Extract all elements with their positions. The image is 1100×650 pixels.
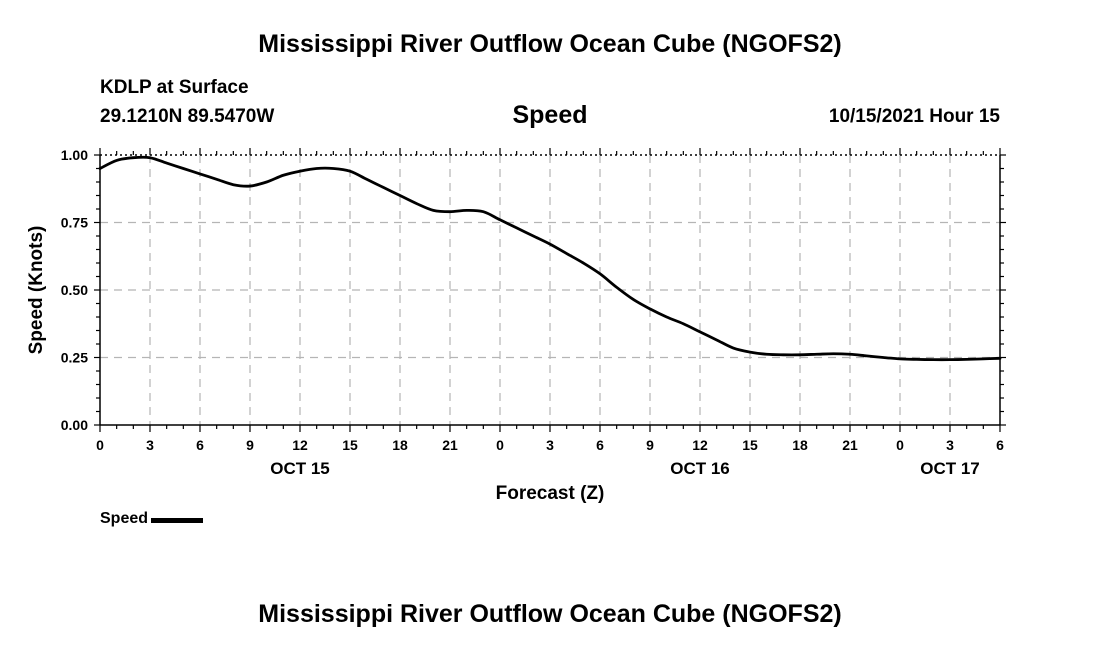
x-tick-label: 9	[646, 437, 654, 453]
x-tick-label: 18	[792, 437, 808, 453]
x-tick-label: 9	[246, 437, 254, 453]
x-tick-label: 12	[292, 437, 308, 453]
y-axis-label: Speed (Knots)	[26, 225, 47, 355]
parameter-label: Speed	[512, 101, 588, 129]
y-tick-label: 0.25	[61, 350, 88, 366]
date-label: 10/15/2021 Hour 15	[828, 106, 1000, 127]
x-axis-label: Forecast (Z)	[495, 483, 605, 504]
x-tick-label: 0	[896, 437, 904, 453]
series-line-speed	[98, 155, 1002, 362]
x-tick-label: 21	[842, 437, 858, 453]
legend-label: Speed	[100, 510, 149, 527]
legend: Speed	[100, 510, 204, 528]
y-tick-label: 1.00	[61, 147, 88, 163]
x-tick-label: 15	[342, 437, 358, 453]
x-tick-label: 3	[546, 437, 554, 453]
x-tick-label: 6	[996, 437, 1004, 453]
station-label: KDLP at Surface	[100, 77, 249, 98]
footer-title: Mississippi River Outflow Ocean Cube (NG…	[258, 600, 842, 628]
x-tick-label: 0	[96, 437, 104, 453]
x-tick-label: 3	[946, 437, 954, 453]
y-tick-label: 0.00	[61, 417, 88, 433]
legend-line-swatch	[151, 518, 204, 523]
x-tick-label: 12	[692, 437, 708, 453]
chart-title: Mississippi River Outflow Ocean Cube (NG…	[258, 30, 842, 58]
x-tick-label: 18	[392, 437, 408, 453]
x-tick-label: 15	[742, 437, 758, 453]
coordinates-label: 29.1210N 89.5470W	[100, 106, 275, 127]
x-day-label: OCT 15	[270, 459, 330, 478]
x-tick-label: 6	[196, 437, 204, 453]
x-tick-label: 6	[596, 437, 604, 453]
y-tick-label: 0.75	[61, 215, 88, 231]
x-tick-label: 0	[496, 437, 504, 453]
x-tick-label: 3	[146, 437, 154, 453]
x-day-label: OCT 17	[920, 459, 980, 478]
x-day-label: OCT 16	[670, 459, 730, 478]
x-tick-label: 21	[442, 437, 458, 453]
y-tick-label: 0.50	[61, 282, 88, 298]
